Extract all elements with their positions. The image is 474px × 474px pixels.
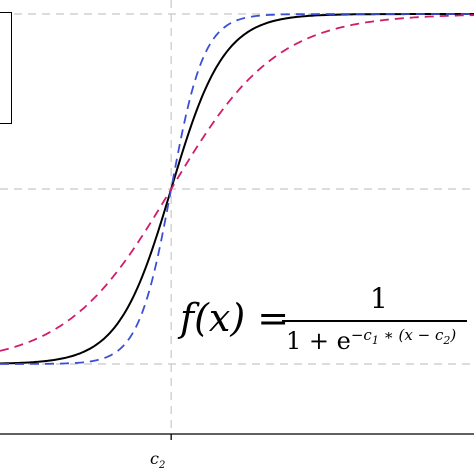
formula-exponent-sub2: 2 [443, 334, 451, 347]
formula-numerator: 1 [370, 282, 388, 315]
series-curves [0, 13, 474, 365]
formula-exponent: −c1 ∗ (x − c2) [350, 326, 457, 347]
series-line-0 [0, 13, 474, 365]
formula-denominator: 1 + e−c1 ∗ (x − c2) [286, 326, 456, 355]
x-tick-label-c2: c2 [150, 449, 165, 471]
formula-exponent-c: −c [350, 326, 372, 344]
x-tick-label-text: c [150, 449, 159, 468]
legend-box [0, 12, 12, 124]
formula-fraction-bar [282, 320, 467, 322]
formula-lhs: f(x) = [180, 296, 290, 340]
series-line-1 [0, 13, 474, 365]
formula-exponent-close: ) [450, 326, 457, 344]
axes [0, 433, 474, 440]
formula-exponent-rest: ∗ (x − c [378, 326, 444, 344]
formula-exponent-sub1: 1 [371, 334, 379, 347]
x-tick-label-sub: 2 [158, 460, 166, 472]
series-line-2 [0, 14, 474, 352]
formula-annotation: f(x) = 1 1 + e−c1 ∗ (x − c2) [180, 282, 470, 372]
formula-denominator-base: 1 + e [286, 327, 351, 355]
